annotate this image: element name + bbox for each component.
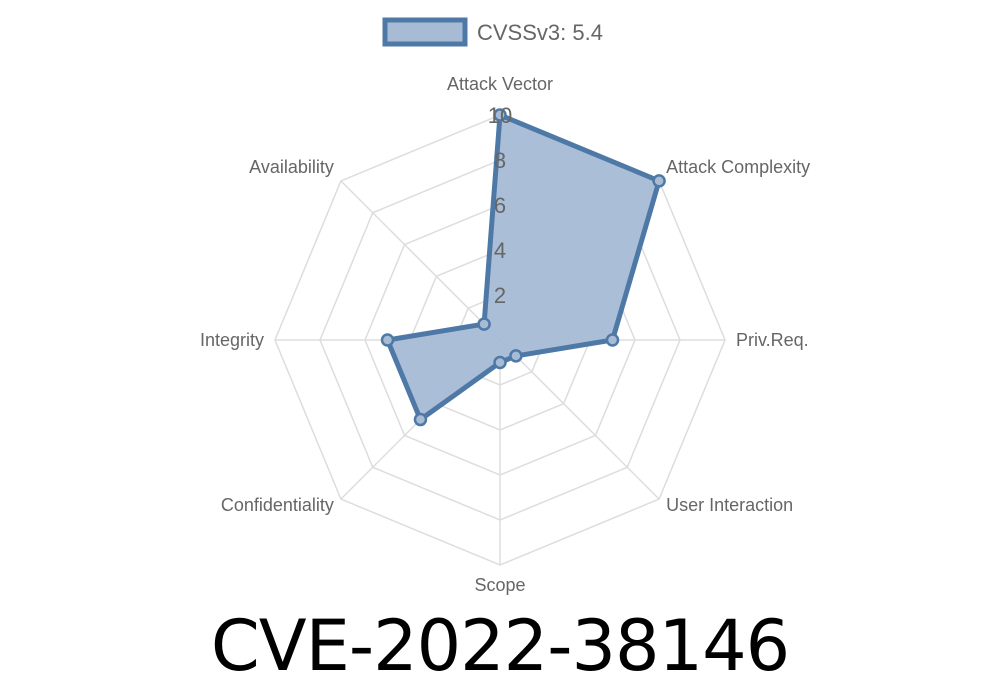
tick-label: 2 <box>494 283 506 308</box>
grid-spoke <box>499 339 660 500</box>
tick-label: 4 <box>494 238 506 263</box>
axis-label: Attack Complexity <box>666 157 810 177</box>
axis-label: Priv.Req. <box>736 330 809 350</box>
axis-label: Scope <box>474 575 525 595</box>
axis-label: Attack Vector <box>447 74 553 94</box>
data-point <box>509 349 523 363</box>
legend-label: CVSSv3: 5.4 <box>477 20 603 45</box>
legend-swatch <box>382 17 468 47</box>
axis-label: User Interaction <box>666 495 793 515</box>
axis-label: Availability <box>249 157 334 177</box>
data-point <box>413 412 428 427</box>
data-point <box>493 108 507 122</box>
data-point <box>652 174 666 188</box>
data-point <box>605 333 620 347</box>
data-point <box>380 333 395 347</box>
axis-label: Integrity <box>200 330 264 350</box>
grid-spoke <box>340 180 501 341</box>
tick-label: 6 <box>494 193 506 218</box>
data-point <box>477 317 491 331</box>
axis-label: Confidentiality <box>221 495 334 515</box>
page-title: CVE-2022-38146 <box>210 605 790 687</box>
tick-label: 8 <box>494 148 506 173</box>
data-point <box>493 355 507 370</box>
tick-label: 10 <box>488 103 512 128</box>
